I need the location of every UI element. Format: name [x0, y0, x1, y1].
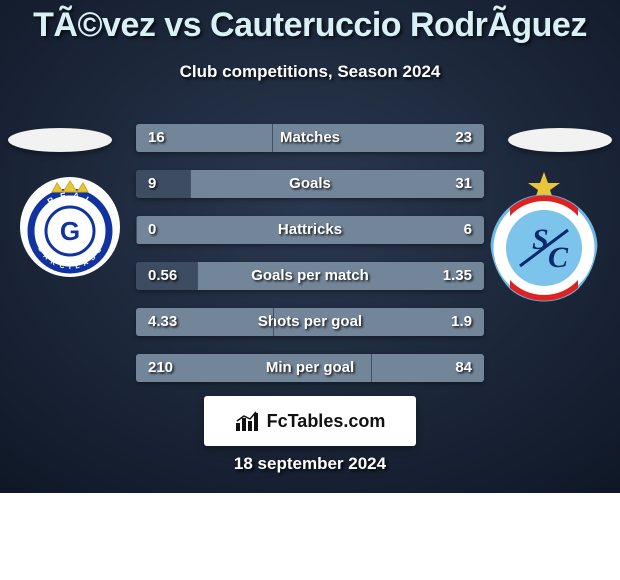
stat-row: 4.331.9Shots per goal — [136, 308, 484, 336]
svg-text:G: G — [60, 216, 80, 246]
stat-row: 0.561.35Goals per match — [136, 262, 484, 290]
club-crest-right: S C — [490, 170, 598, 304]
stat-bars: 1623Matches 931Goals 06Hattricks 0.561.35Go… — [136, 124, 484, 400]
bar-label: Matches — [136, 124, 484, 152]
bar-label: Goals — [136, 170, 484, 198]
date-line: 18 september 2024 — [0, 454, 620, 474]
club-crest-left: G R E A L G A R C I L A S O — [19, 176, 121, 278]
bar-divider — [136, 216, 137, 244]
stat-row: 1623Matches — [136, 124, 484, 152]
subtitle: Club competitions, Season 2024 — [0, 62, 620, 82]
bar-divider — [371, 354, 372, 382]
bar-divider — [272, 124, 273, 152]
bar-label: Shots per goal — [136, 308, 484, 336]
page-title: TÃ©vez vs Cauteruccio RodrÃ­guez — [0, 6, 620, 45]
bar-divider — [190, 170, 191, 198]
bar-label: Goals per match — [136, 262, 484, 290]
bar-divider — [197, 262, 198, 290]
stat-row: 21084Min per goal — [136, 354, 484, 382]
brand-text: FcTables.com — [267, 411, 386, 432]
brand-badge[interactable]: FcTables.com — [204, 396, 416, 446]
stat-row: 06Hattricks — [136, 216, 484, 244]
stat-row: 931Goals — [136, 170, 484, 198]
country-flag-right — [508, 128, 612, 152]
comparison-card: TÃ©vez vs Cauteruccio RodrÃ­guez Club co… — [0, 0, 620, 493]
bar-label: Min per goal — [136, 354, 484, 382]
bar-divider — [273, 308, 274, 336]
svg-text:C: C — [548, 241, 569, 274]
country-flag-left — [8, 128, 112, 152]
brand-bars-icon — [235, 410, 261, 432]
bar-label: Hattricks — [136, 216, 484, 244]
